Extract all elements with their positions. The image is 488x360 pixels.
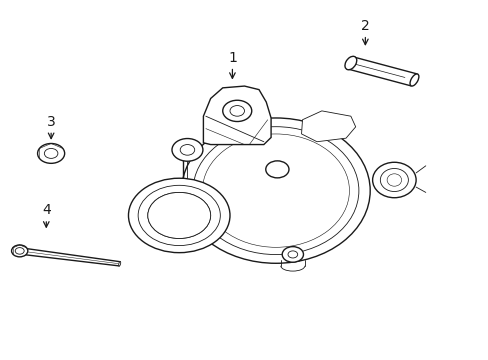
Circle shape (12, 245, 28, 257)
Polygon shape (203, 86, 270, 145)
Ellipse shape (344, 56, 356, 70)
Circle shape (223, 100, 251, 122)
Circle shape (282, 247, 303, 262)
Ellipse shape (409, 74, 418, 86)
Circle shape (38, 144, 64, 163)
Circle shape (265, 161, 288, 178)
Text: 4: 4 (42, 203, 51, 217)
Circle shape (174, 221, 203, 242)
Ellipse shape (372, 162, 415, 198)
Ellipse shape (119, 261, 121, 266)
Polygon shape (347, 57, 417, 86)
Circle shape (147, 192, 210, 238)
Polygon shape (24, 251, 120, 266)
Text: 2: 2 (360, 19, 369, 33)
Circle shape (128, 178, 229, 253)
Polygon shape (301, 111, 355, 142)
Text: 3: 3 (47, 114, 55, 129)
Circle shape (172, 139, 203, 161)
Text: 1: 1 (227, 51, 236, 65)
Ellipse shape (181, 118, 369, 263)
